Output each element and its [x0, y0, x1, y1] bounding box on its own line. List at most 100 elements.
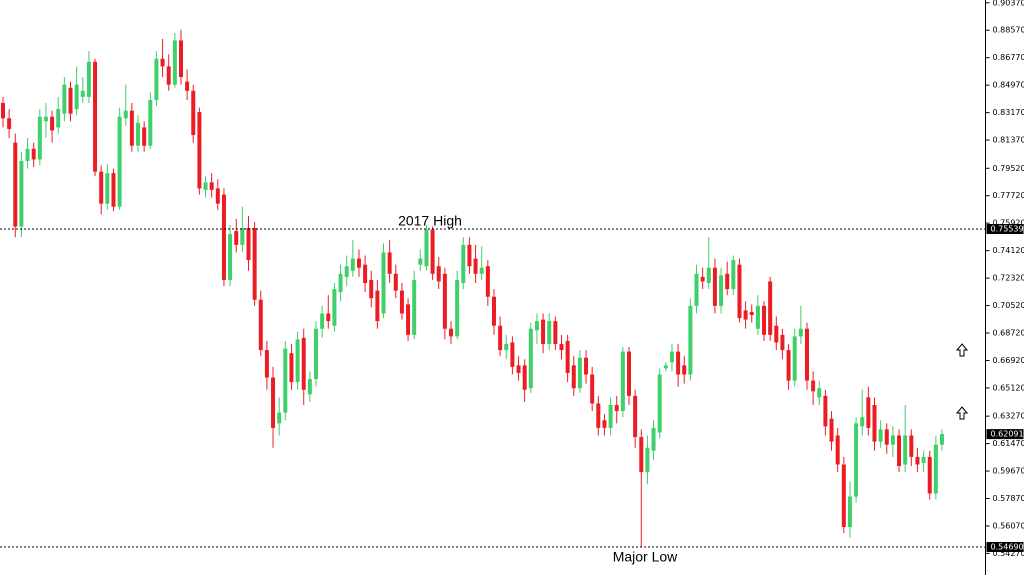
y-tick-label: 0.84970	[993, 81, 1024, 90]
y-tick-label: 0.83170	[993, 108, 1024, 117]
annotation: Major Low	[613, 549, 678, 565]
candle-body	[921, 456, 926, 463]
candle-body	[627, 351, 631, 396]
candle-body	[455, 279, 460, 337]
annotation: 2017 High	[398, 213, 462, 229]
candle-body	[547, 321, 552, 344]
candle-body	[185, 81, 190, 91]
candle-body	[197, 112, 202, 189]
candle-body	[461, 244, 466, 283]
candle-body	[669, 351, 674, 363]
plot-area	[0, 29, 986, 548]
y-tick-label: 0.66920	[993, 356, 1024, 365]
candle-body	[897, 435, 902, 467]
candle-body	[479, 267, 484, 274]
candle-body	[663, 365, 668, 369]
candle-body	[743, 310, 748, 320]
candle-body	[829, 418, 834, 442]
candle-body	[148, 99, 153, 146]
candle-body	[676, 351, 681, 375]
candle-body	[301, 337, 306, 390]
candle-body	[449, 328, 454, 337]
candle-body	[884, 429, 889, 445]
candle-body	[553, 321, 558, 344]
y-tick-label: 0.75920	[993, 219, 1024, 228]
candle-body	[798, 328, 803, 337]
candle-body	[62, 84, 67, 114]
candle-body	[13, 142, 18, 227]
y-tick-label: 0.86770	[993, 53, 1024, 62]
candle-body	[93, 61, 98, 172]
candle-body	[381, 252, 386, 314]
candle-body	[725, 273, 730, 290]
candle-body	[289, 353, 294, 383]
candle-body	[762, 305, 767, 335]
candle-body	[940, 434, 944, 445]
candle-body	[602, 420, 607, 428]
candle-body	[154, 58, 159, 100]
candle-body	[350, 258, 355, 271]
candle-body	[74, 84, 79, 110]
candle-body	[933, 444, 938, 494]
candle-body	[399, 290, 404, 314]
candle-body	[252, 228, 257, 300]
candle-body	[31, 148, 36, 160]
candle-body	[927, 456, 932, 494]
candle-body	[737, 264, 742, 319]
candle-body	[786, 350, 791, 381]
candle-body	[1, 102, 5, 119]
candle-body	[424, 229, 429, 267]
y-tick-label: 0.79520	[993, 164, 1024, 173]
candle-body	[571, 365, 576, 389]
label-layer: 0.90370 0.88570 0.86770 0.84970 0.83170 0.813…	[398, 0, 1024, 565]
y-tick-label: 0.61470	[993, 439, 1024, 448]
candle-body	[577, 357, 582, 389]
candle-body	[117, 116, 122, 207]
candle-body	[129, 110, 134, 146]
y-tick-label: 0.70520	[993, 301, 1024, 310]
candle-body	[694, 273, 699, 306]
candle-body	[541, 319, 546, 344]
candle-body	[363, 264, 368, 283]
y-tick-label: 0.81370	[993, 136, 1024, 145]
candle-body	[7, 118, 12, 129]
candle-body	[258, 299, 263, 351]
y-tick-label: 0.63270	[993, 412, 1024, 421]
candle-body	[393, 273, 398, 291]
candle-body	[221, 194, 226, 280]
candle-body	[510, 342, 515, 367]
candle-body	[872, 405, 877, 442]
candle-body	[835, 435, 840, 465]
candle-body	[50, 116, 55, 131]
candle-body	[860, 417, 865, 427]
candle-body	[485, 266, 490, 297]
candle-body	[498, 325, 503, 351]
level-price-label: 0.75539	[991, 224, 1024, 233]
candle-body	[111, 173, 116, 207]
candle-body	[406, 304, 411, 335]
level-price-label: 0.54690	[991, 543, 1024, 552]
candle-body	[369, 279, 374, 299]
candle-body	[203, 182, 208, 190]
candle-body	[387, 252, 392, 274]
candle-body	[682, 365, 687, 375]
candle-body	[271, 377, 276, 428]
candle-body	[522, 365, 527, 390]
y-tick-label: 0.74120	[993, 246, 1024, 255]
candle-body	[412, 279, 417, 335]
candle-body	[847, 496, 852, 528]
candle-body	[706, 267, 711, 283]
candle-body	[890, 435, 895, 445]
candle-body	[817, 388, 822, 398]
candle-body	[804, 328, 809, 381]
candle-body	[338, 273, 343, 293]
candle-body	[811, 380, 816, 392]
candle-body	[841, 464, 846, 528]
candle-body	[283, 348, 288, 413]
candle-body	[307, 379, 312, 395]
candle-body	[436, 266, 441, 282]
arrow-icon	[955, 343, 969, 357]
candle-body	[332, 289, 337, 326]
candle-body	[246, 228, 251, 261]
candle-body	[780, 334, 785, 351]
